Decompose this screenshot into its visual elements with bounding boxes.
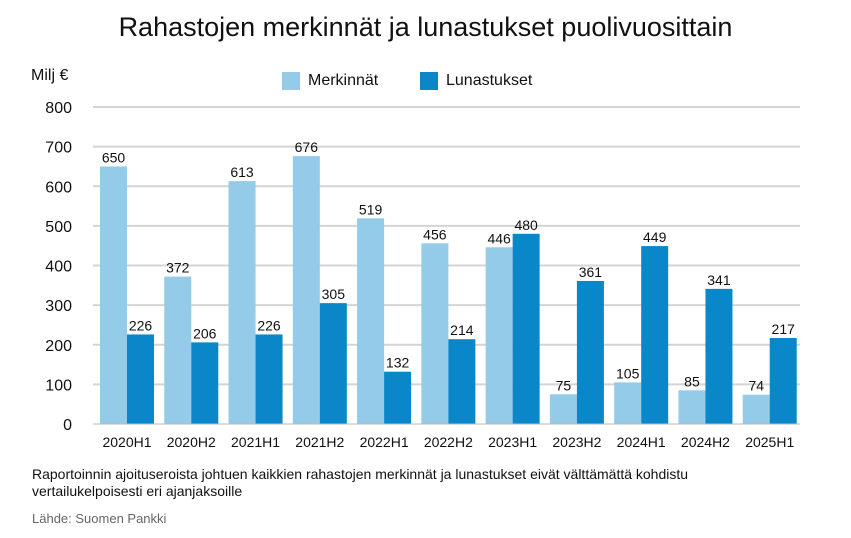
- y-tick-label: 0: [63, 417, 72, 434]
- y-tick-label: 700: [45, 140, 72, 157]
- bar-merkinnät: [678, 390, 706, 424]
- y-tick-label: 800: [45, 100, 72, 117]
- data-label: 217: [772, 321, 796, 337]
- x-tick-label: 2025H1: [745, 434, 794, 450]
- y-tick-label: 300: [45, 298, 72, 315]
- y-axis-label: Milj €: [31, 67, 69, 84]
- legend-swatch: [420, 72, 438, 90]
- legend-item-merkinnat: Merkinnät: [282, 72, 378, 90]
- y-tick-label: 100: [45, 377, 72, 394]
- x-tick-label: 2024H1: [617, 434, 666, 450]
- bar-merkinnät: [549, 394, 577, 424]
- x-tick-label: 2023H1: [488, 434, 537, 450]
- x-tick-label: 2022H1: [360, 434, 409, 450]
- data-label: 676: [295, 139, 319, 155]
- data-label: 361: [579, 264, 603, 280]
- x-tick-label: 2020H2: [167, 434, 216, 450]
- bar-lunastukset: [512, 233, 540, 424]
- data-label: 226: [129, 317, 153, 333]
- chart-note: Raportoinnin ajoituseroista johtuen kaik…: [32, 466, 689, 499]
- x-tick-label: 2021H1: [231, 434, 280, 450]
- bar-lunastukset: [641, 246, 669, 424]
- y-tick-label: 400: [45, 259, 72, 276]
- data-label: 480: [514, 217, 538, 233]
- data-label: 341: [707, 272, 731, 288]
- legend-item-lunastukset: Lunastukset: [420, 72, 532, 90]
- bar-lunastukset: [127, 334, 154, 424]
- bar-merkinnät: [614, 382, 642, 424]
- bar-merkinnät: [164, 276, 192, 424]
- bar-lunastukset: [319, 303, 347, 424]
- x-tick-label: 2022H2: [424, 434, 473, 450]
- bar-merkinnät: [742, 394, 770, 424]
- legend-label: Lunastukset: [446, 72, 533, 89]
- x-tick-label: 2020H1: [102, 434, 151, 450]
- bar-merkinnät: [292, 156, 320, 424]
- chart-source: Lähde: Suomen Pankki: [32, 511, 167, 526]
- data-label: 226: [257, 317, 281, 333]
- bar-lunastukset: [191, 342, 219, 424]
- data-label: 214: [450, 322, 474, 338]
- data-label: 105: [616, 365, 640, 381]
- bar-lunastukset: [769, 338, 797, 424]
- y-tick-label: 200: [45, 338, 72, 355]
- bar-merkinnät: [357, 218, 385, 424]
- data-label: 519: [359, 201, 383, 217]
- data-label: 449: [643, 229, 667, 245]
- x-tick-label: 2023H2: [552, 434, 601, 450]
- y-tick-label: 600: [45, 179, 72, 196]
- bar-lunastukset: [255, 334, 283, 424]
- chart-title: Rahastojen merkinnät ja lunastukset puol…: [118, 12, 733, 42]
- bar-merkinnät: [100, 166, 127, 424]
- data-label: 132: [386, 355, 410, 371]
- data-label: 206: [193, 325, 217, 341]
- bar-lunastukset: [448, 339, 476, 424]
- data-label: 456: [423, 226, 447, 242]
- x-tick-label: 2024H2: [681, 434, 730, 450]
- bar-merkinnät: [228, 181, 256, 424]
- x-tick-label: 2021H2: [295, 434, 344, 450]
- data-label: 613: [230, 164, 254, 180]
- data-label: 446: [487, 230, 511, 246]
- data-label: 85: [684, 373, 700, 389]
- data-label: 372: [166, 260, 190, 276]
- data-label: 75: [556, 377, 572, 393]
- y-tick-label: 500: [45, 219, 72, 236]
- bar-lunastukset: [705, 288, 733, 424]
- bar-merkinnät: [421, 243, 449, 424]
- data-label: 650: [102, 149, 126, 165]
- legend-swatch: [282, 72, 300, 90]
- data-label: 305: [322, 286, 346, 302]
- bar-lunastukset: [384, 371, 412, 424]
- data-label: 74: [748, 378, 764, 394]
- bar-lunastukset: [576, 280, 604, 424]
- legend-label: Merkinnät: [308, 72, 379, 89]
- bar-merkinnät: [485, 247, 513, 424]
